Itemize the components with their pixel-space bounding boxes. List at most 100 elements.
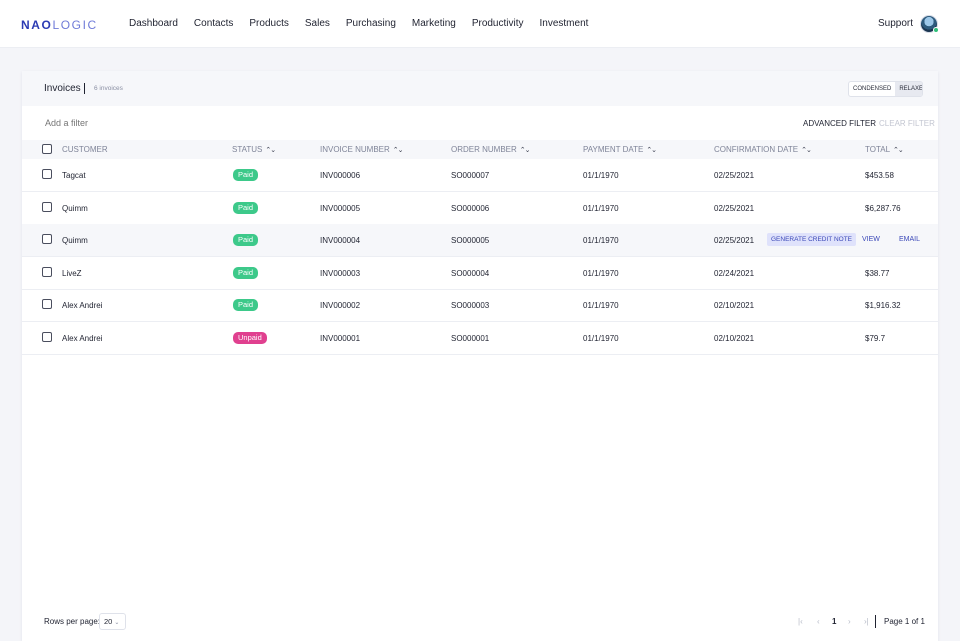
email-button[interactable]: EMAIL: [899, 236, 921, 243]
status-badge: Paid: [233, 169, 259, 181]
pagination-divider: [875, 615, 876, 628]
sort-icon: ⌃⌄: [646, 147, 657, 154]
previous-page-icon[interactable]: ‹: [817, 617, 820, 626]
header-payment-date[interactable]: PAYMENT DATE ⌃⌄: [583, 145, 657, 154]
sort-icon: ⌃⌄: [519, 147, 531, 154]
sort-icon: ⌃⌄: [392, 147, 404, 154]
row-checkbox[interactable]: [42, 332, 52, 342]
logo[interactable]: NAOLOGIC: [21, 18, 98, 32]
order-number-cell: SO000005: [451, 236, 490, 245]
customer-cell: Alex Andrei: [62, 334, 103, 343]
sort-icon: ⌃⌄: [265, 147, 276, 154]
payment-date-cell: 01/1/1970: [583, 171, 619, 180]
customer-cell: Alex Andrei: [62, 301, 103, 310]
select-all-checkbox[interactable]: [42, 144, 52, 154]
nav-dashboard[interactable]: Dashboard: [129, 18, 178, 29]
logo-part-1: NAO: [21, 18, 53, 32]
row-checkbox[interactable]: [42, 267, 52, 277]
page-title: Invoices: [44, 83, 81, 94]
nav-productivity[interactable]: Productivity: [471, 18, 524, 29]
order-number-cell: SO000007: [451, 171, 490, 180]
customer-cell: LiveZ: [62, 269, 82, 278]
status-badge: Paid: [233, 202, 259, 214]
title-divider: [84, 83, 85, 94]
status-badge: Paid: [233, 299, 259, 311]
view-button[interactable]: VIEW: [862, 236, 880, 243]
header-confirmation-label: CONFIRMATION DATE: [714, 145, 799, 154]
chevron-down-icon: ⌄: [114, 620, 120, 626]
invoice-count: 6 invoices: [94, 85, 123, 92]
row-checkbox[interactable]: [42, 299, 52, 309]
payment-date-cell: 01/1/1970: [583, 269, 619, 278]
header-customer-label: CUSTOMER: [62, 145, 108, 154]
invoice-number-cell: INV000002: [320, 301, 361, 310]
table-row[interactable]: LiveZ Paid INV000003 SO000004 01/1/1970 …: [22, 257, 938, 290]
header-invoice-label: INVOICE NUMBER: [320, 145, 390, 154]
table-row[interactable]: Tagcat Paid INV000006 SO000007 01/1/1970…: [22, 159, 938, 192]
density-toggle: CONDENSED RELAXED: [848, 81, 923, 97]
nav-sales[interactable]: Sales: [304, 18, 330, 29]
table-row[interactable]: Quimm Paid INV000004 SO000005 01/1/1970 …: [22, 224, 938, 257]
customer-cell: Quimm: [62, 236, 88, 245]
status-badge: Paid: [233, 267, 259, 279]
confirmation-date-cell: 02/24/2021: [714, 269, 755, 278]
payment-date-cell: 01/1/1970: [583, 301, 619, 310]
sort-icon: ⌃⌄: [801, 147, 812, 154]
last-page-icon[interactable]: ›|: [864, 617, 869, 626]
customer-cell: Tagcat: [62, 171, 86, 180]
row-checkbox[interactable]: [42, 202, 52, 212]
total-cell: $79.7: [865, 334, 886, 343]
header-payment-label: PAYMENT DATE: [583, 145, 644, 154]
invoice-number-cell: INV000001: [320, 334, 361, 343]
table-row[interactable]: Quimm Paid INV000005 SO000006 01/1/1970 …: [22, 192, 938, 225]
sort-icon: ⌃⌄: [893, 147, 904, 154]
header-total[interactable]: TOTAL ⌃⌄: [865, 145, 904, 154]
invoices-card: Invoices 6 invoices CONDENSED RELAXED AD…: [22, 71, 938, 641]
next-page-icon[interactable]: ›: [848, 617, 851, 626]
confirmation-date-cell: 02/10/2021: [714, 334, 755, 343]
logo-part-2: LOGIC: [52, 18, 98, 32]
current-page-number[interactable]: 1: [832, 617, 837, 626]
invoice-number-cell: INV000005: [320, 204, 361, 213]
filter-input[interactable]: [45, 118, 245, 128]
confirmation-date-cell: 02/25/2021: [714, 236, 755, 245]
total-cell: $6,287.76: [865, 204, 901, 213]
card-header: Invoices 6 invoices CONDENSED RELAXED: [22, 71, 938, 106]
clear-filter-button[interactable]: CLEAR FILTER: [879, 119, 935, 128]
advanced-filter-button[interactable]: ADVANCED FILTER: [803, 119, 877, 128]
payment-date-cell: 01/1/1970: [583, 334, 619, 343]
support-link[interactable]: Support: [878, 18, 914, 29]
order-number-cell: SO000001: [451, 334, 490, 343]
header-confirmation-date[interactable]: CONFIRMATION DATE ⌃⌄: [714, 145, 812, 154]
header-customer[interactable]: CUSTOMER: [62, 145, 108, 154]
page-info: Page 1 of 1: [884, 617, 925, 626]
row-checkbox[interactable]: [42, 169, 52, 179]
nav-products[interactable]: Products: [249, 18, 289, 29]
row-checkbox[interactable]: [42, 234, 52, 244]
header-status[interactable]: STATUS ⌃⌄: [232, 145, 276, 154]
nav-marketing[interactable]: Marketing: [411, 18, 456, 29]
order-number-cell: SO000003: [451, 301, 490, 310]
nav-contacts[interactable]: Contacts: [193, 18, 234, 29]
header-invoice-number[interactable]: INVOICE NUMBER ⌃⌄: [320, 145, 404, 154]
top-navbar: NAOLOGIC Dashboard Contacts Products Sal…: [0, 0, 960, 48]
header-order-number[interactable]: ORDER NUMBER ⌃⌄: [451, 145, 530, 154]
status-badge: Paid: [233, 234, 259, 246]
nav-purchasing[interactable]: Purchasing: [345, 18, 396, 29]
first-page-icon[interactable]: |‹: [798, 617, 803, 626]
payment-date-cell: 01/1/1970: [583, 236, 619, 245]
invoice-number-cell: INV000006: [320, 171, 361, 180]
table-row[interactable]: Alex Andrei Unpaid INV000001 SO000001 01…: [22, 322, 938, 355]
nav-investment[interactable]: Investment: [539, 18, 589, 29]
generate-credit-note-button[interactable]: GENERATE CREDIT NOTE: [767, 233, 857, 246]
rows-per-page-select[interactable]: 20 ⌄: [99, 613, 126, 630]
total-cell: $453.58: [865, 171, 894, 180]
status-badge: Unpaid: [233, 332, 267, 344]
rows-per-page-label: Rows per page:: [44, 617, 101, 626]
table-row[interactable]: Alex Andrei Paid INV000002 SO000003 01/1…: [22, 289, 938, 322]
density-relaxed-button[interactable]: RELAXED: [895, 82, 922, 96]
total-cell: $38.77: [865, 269, 890, 278]
density-condensed-button[interactable]: CONDENSED: [853, 86, 892, 92]
confirmation-date-cell: 02/25/2021: [714, 204, 755, 213]
rows-per-page-value: 20: [104, 617, 113, 626]
